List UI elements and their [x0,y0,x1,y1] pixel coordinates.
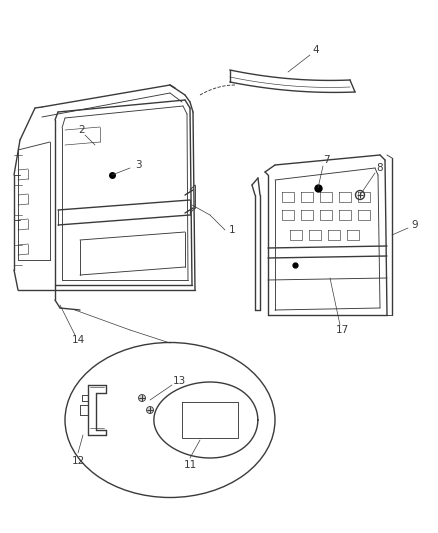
Text: 17: 17 [336,325,349,335]
Text: 12: 12 [71,456,85,466]
Text: 14: 14 [71,335,85,345]
Text: 3: 3 [135,160,141,170]
Text: 9: 9 [412,220,418,230]
Text: 8: 8 [377,163,383,173]
Text: 11: 11 [184,460,197,470]
Text: 7: 7 [323,155,329,165]
Text: 2: 2 [79,125,85,135]
Text: 1: 1 [229,225,235,235]
Ellipse shape [146,407,153,414]
Text: 13: 13 [173,376,186,386]
Ellipse shape [138,394,145,401]
Text: 4: 4 [313,45,319,55]
